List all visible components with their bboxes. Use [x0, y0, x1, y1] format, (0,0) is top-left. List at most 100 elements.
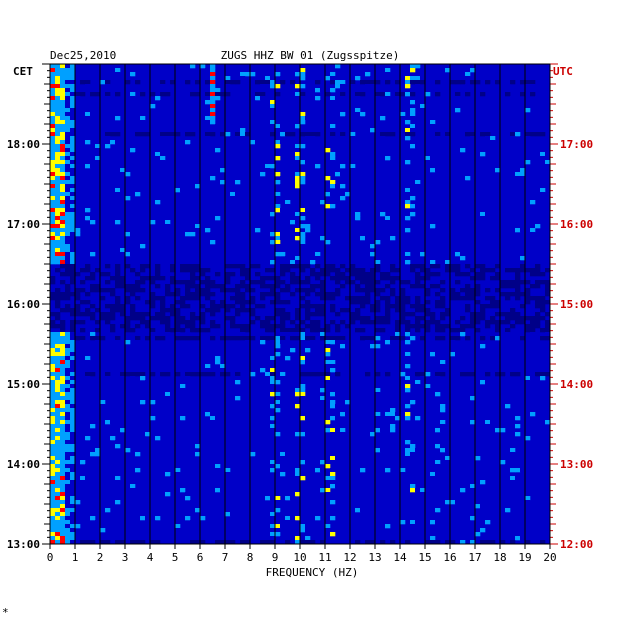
spectrogram-cell [265, 316, 271, 321]
spectrogram-cell [175, 184, 181, 189]
spectrogram-cell [290, 264, 296, 269]
spectrogram-cell [330, 88, 336, 93]
spectrogram-cell [190, 284, 196, 289]
spectrogram-cell [70, 368, 76, 373]
spectrogram-cell [380, 364, 386, 369]
spectrogram-cell [305, 528, 311, 533]
spectrogram-cell [230, 504, 236, 509]
spectrogram-cell [70, 272, 76, 277]
spectrogram-cell [300, 540, 306, 545]
spectrogram-cell [365, 372, 371, 377]
spectrogram-cell [515, 476, 521, 481]
spectrogram-cell [335, 236, 341, 241]
spectrogram-cell [75, 88, 81, 93]
spectrogram-cell [275, 396, 281, 401]
spectrogram-cell [430, 452, 436, 457]
spectrogram-cell [225, 448, 231, 453]
spectrogram-cell [440, 492, 446, 497]
spectrogram-cell [295, 180, 301, 185]
spectrogram-cell [305, 460, 311, 465]
spectrogram-cell [445, 228, 451, 233]
spectrogram-cell [355, 268, 361, 273]
spectrogram-cell [255, 512, 261, 517]
spectrogram-cell [320, 152, 326, 157]
spectrogram-cell [265, 80, 271, 85]
spectrogram-cell [65, 348, 71, 353]
spectrogram-cell [305, 332, 311, 337]
spectrogram-cell [460, 104, 466, 109]
spectrogram-cell [530, 376, 536, 381]
spectrogram-cell [55, 384, 61, 389]
spectrogram-cell [270, 292, 276, 297]
spectrogram-cell [385, 64, 391, 69]
spectrogram-cell [170, 268, 176, 273]
spectrogram-cell [330, 204, 336, 209]
spectrogram-cell [70, 508, 76, 513]
spectrogram-cell [205, 288, 211, 293]
spectrogram-cell [480, 416, 486, 421]
spectrogram-cell [305, 380, 311, 385]
spectrogram-cell [195, 432, 201, 437]
spectrogram-cell [430, 184, 436, 189]
spectrogram-cell [105, 172, 111, 177]
spectrogram-cell [400, 368, 406, 373]
spectrogram-cell [90, 344, 96, 349]
spectrogram-cell [440, 404, 446, 409]
spectrogram-cell [55, 204, 61, 209]
spectrogram-cell [60, 500, 66, 505]
spectrogram-cell [205, 136, 211, 141]
spectrogram-cell [450, 328, 456, 333]
spectrogram-cell [365, 388, 371, 393]
spectrogram-cell [505, 260, 511, 265]
spectrogram-cell [505, 244, 511, 249]
spectrogram-cell [525, 300, 531, 305]
spectrogram-cell [430, 448, 436, 453]
spectrogram-cell [130, 148, 136, 153]
spectrogram-cell [55, 460, 61, 465]
spectrogram-cell [345, 180, 351, 185]
spectrogram-cell [315, 252, 321, 257]
spectrogram-cell [75, 204, 81, 209]
spectrogram-cell [265, 248, 271, 253]
spectrogram-cell [215, 124, 221, 129]
spectrogram-cell [85, 356, 91, 361]
spectrogram-cell [465, 400, 471, 405]
spectrogram-cell [200, 304, 206, 309]
spectrogram-cell [505, 284, 511, 289]
spectrogram-cell [400, 280, 406, 285]
spectrogram-cell [265, 276, 271, 281]
spectrogram-cell [375, 208, 381, 213]
spectrogram-cell [80, 244, 86, 249]
spectrogram-cell [115, 500, 121, 505]
spectrogram-cell [380, 328, 386, 333]
spectrogram-cell [435, 204, 441, 209]
spectrogram-cell [515, 228, 521, 233]
spectrogram-cell [310, 284, 316, 289]
spectrogram-cell [405, 476, 411, 481]
spectrogram-cell [485, 296, 491, 301]
spectrogram-cell [470, 100, 476, 105]
spectrogram-cell [515, 480, 521, 485]
spectrogram-cell [260, 192, 266, 197]
spectrogram-cell [105, 304, 111, 309]
spectrogram-cell [165, 436, 171, 441]
spectrogram-cell [95, 284, 101, 289]
spectrogram-cell [450, 164, 456, 169]
spectrogram-cell [435, 168, 441, 173]
spectrogram-cell [440, 328, 446, 333]
spectrogram-cell [200, 152, 206, 157]
spectrogram-cell [485, 136, 491, 141]
spectrogram-cell [60, 384, 66, 389]
spectrogram-cell [295, 264, 301, 269]
spectrogram-cell [205, 68, 211, 73]
spectrogram-cell [85, 384, 91, 389]
spectrogram-cell [515, 280, 521, 285]
spectrogram-cell [360, 112, 366, 117]
spectrogram-cell [65, 216, 71, 221]
spectrogram-cell [195, 296, 201, 301]
spectrogram-cell [200, 280, 206, 285]
spectrogram-cell [160, 128, 166, 133]
spectrogram-cell [100, 316, 106, 321]
spectrogram-cell [520, 112, 526, 117]
spectrogram-cell [405, 188, 411, 193]
